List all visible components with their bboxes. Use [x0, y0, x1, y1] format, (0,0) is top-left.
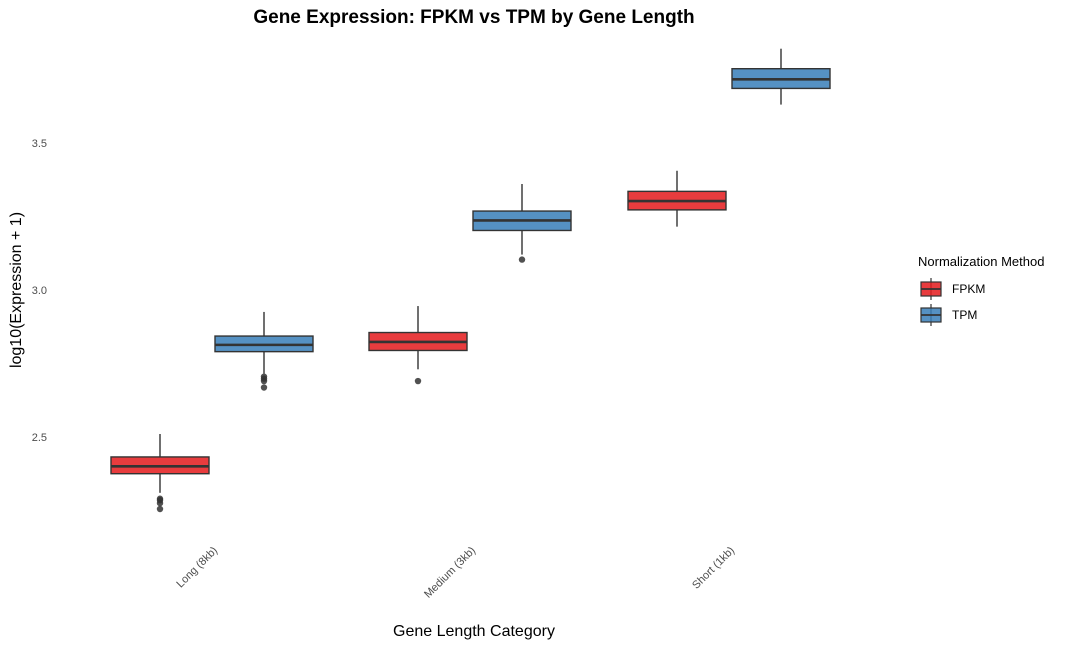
outlier-point — [260, 377, 268, 385]
box-tpm — [214, 311, 314, 391]
plot-area — [110, 48, 831, 513]
chart-title: Gene Expression: FPKM vs TPM by Gene Len… — [253, 7, 694, 28]
x-axis-title: Gene Length Category — [393, 623, 555, 640]
legend-item-fpkm: FPKM — [920, 278, 985, 300]
box-tpm — [731, 48, 831, 105]
box-tpm — [472, 184, 572, 263]
outlier-point — [260, 384, 268, 391]
legend-label: TPM — [952, 308, 977, 322]
outlier-point — [156, 499, 164, 507]
y-axis: 2.5 3.0 3.5 — [32, 138, 47, 444]
x-axis: Long (8kb) Medium (3kb) Short (1kb) — [174, 545, 737, 601]
box-fpkm — [110, 434, 210, 513]
outlier-point — [518, 256, 526, 263]
legend-label: FPKM — [952, 282, 985, 296]
y-tick-label: 2.5 — [32, 432, 47, 444]
outlier-point — [156, 505, 164, 513]
x-tick-label: Long (8kb) — [174, 545, 220, 591]
x-tick-label: Short (1kb) — [690, 545, 737, 592]
box-fpkm — [368, 306, 468, 385]
legend-title: Normalization Method — [918, 254, 1044, 269]
outlier-point — [414, 377, 422, 385]
box-fpkm — [627, 170, 727, 227]
legend: Normalization Method FPKM TPM — [918, 254, 1044, 326]
y-tick-label: 3.0 — [32, 285, 47, 297]
legend-item-tpm: TPM — [920, 304, 977, 326]
y-tick-label: 3.5 — [32, 138, 47, 150]
y-axis-title: log10(Expression + 1) — [8, 212, 25, 368]
x-tick-label: Medium (3kb) — [422, 545, 478, 601]
